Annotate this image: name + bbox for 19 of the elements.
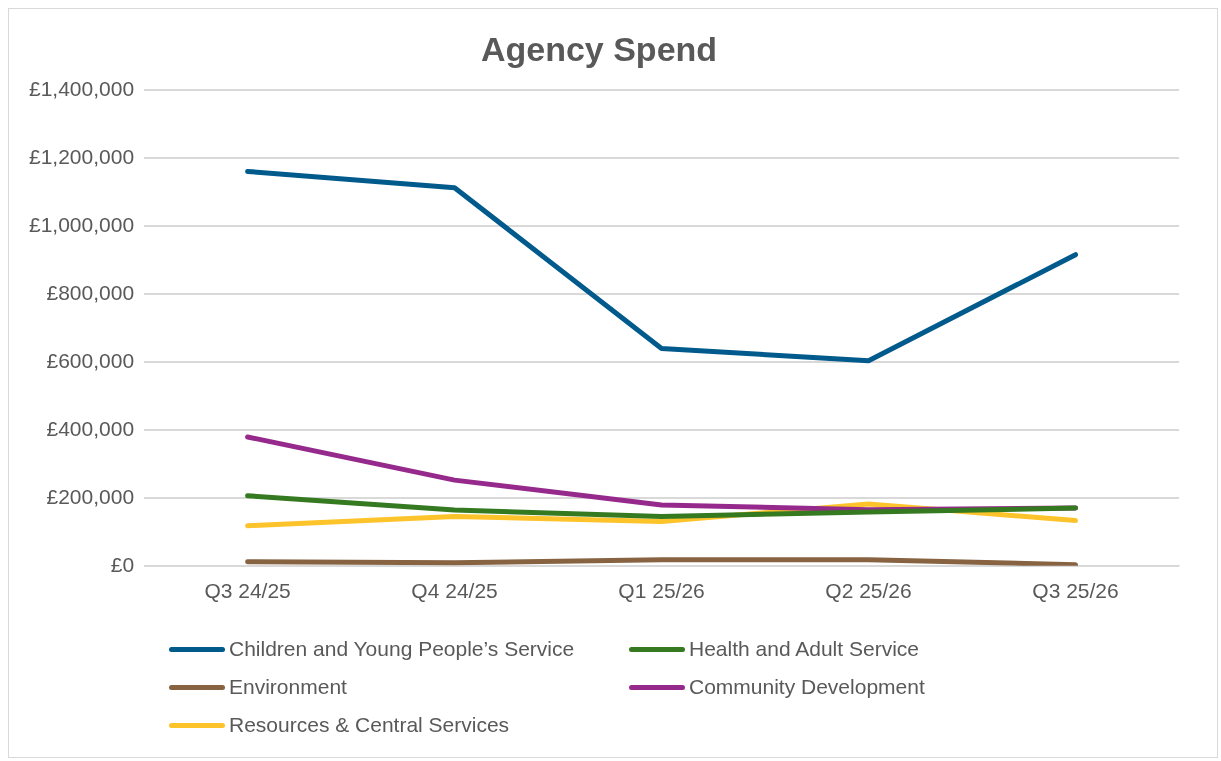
- legend-label: Children and Young People’s Service: [229, 637, 575, 661]
- y-tick-label: £800,000: [46, 280, 135, 304]
- legend-label: Resources & Central Services: [229, 713, 510, 737]
- x-tick-label: Q4 24/25: [411, 579, 498, 603]
- y-tick-label: £0: [110, 552, 135, 576]
- y-tick-label: £1,000,000: [28, 212, 135, 236]
- y-tick-label: £400,000: [46, 416, 135, 440]
- x-tick-label: Q3 25/26: [1032, 579, 1119, 603]
- y-tick-label: £200,000: [46, 484, 135, 508]
- legend-label: Community Development: [689, 675, 925, 699]
- y-tick-label: £600,000: [46, 348, 135, 372]
- x-tick-label: Q1 25/26: [618, 579, 705, 603]
- x-tick-label: Q2 25/26: [825, 579, 912, 603]
- legend-label: Health and Adult Service: [689, 637, 919, 661]
- y-tick-label: £1,400,000: [28, 76, 135, 100]
- y-tick-label: £1,200,000: [28, 144, 135, 168]
- legend-label: Environment: [229, 675, 347, 699]
- chart-title: Agency Spend: [480, 29, 718, 68]
- x-tick-label: Q3 24/25: [204, 579, 291, 603]
